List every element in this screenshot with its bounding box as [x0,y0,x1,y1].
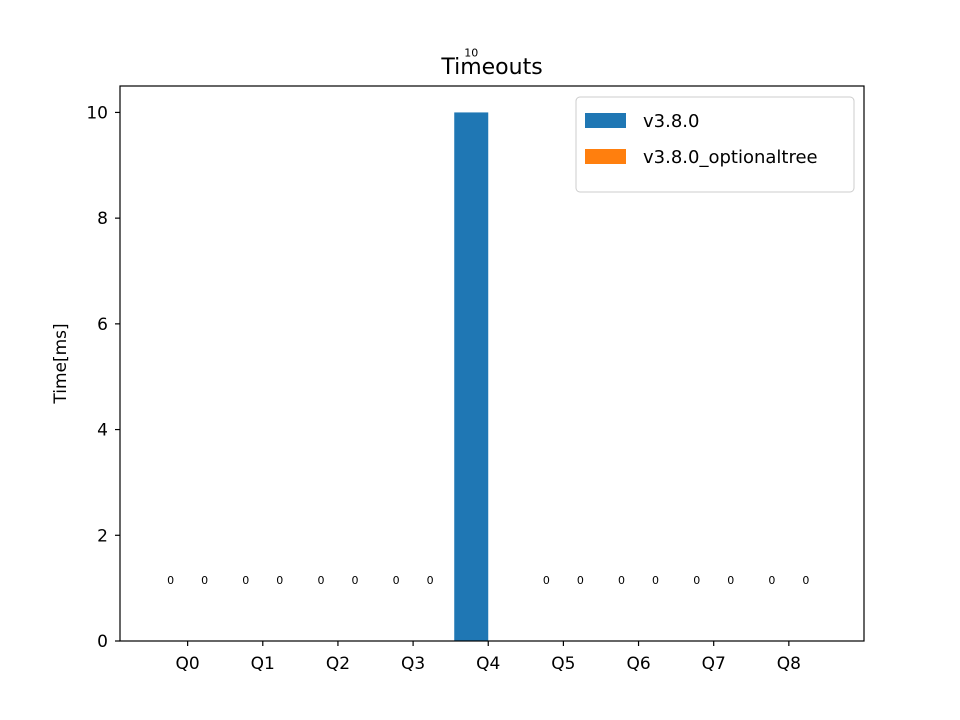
y-tick-label-6: 6 [97,315,108,335]
y-tick-label-2: 2 [97,526,108,546]
legend-swatch-v380-optionaltree [585,149,626,164]
x-tick-label-q0: Q0 [176,654,200,674]
x-tick-label-q6: Q6 [626,654,650,674]
plot-frame [119,85,865,642]
x-tick-label-q3: Q3 [401,654,425,674]
legend-swatch-v380 [585,113,626,128]
x-tick-label-q1: Q1 [251,654,275,674]
data-label-v380-q8: 0 [768,574,775,587]
data-label-v380-optionaltree-q3: 0 [427,574,434,587]
data-label-v380-optionaltree-q1: 0 [276,574,283,587]
data-label-v380-optionaltree-q7: 0 [727,574,734,587]
data-label-v380-q7: 0 [693,574,700,587]
data-label-v380-optionaltree-q2: 0 [351,574,358,587]
data-label-v380-q0: 0 [167,574,174,587]
data-label-v380-q6: 0 [618,574,625,587]
y-tick-label-10: 10 [86,103,108,123]
legend-label-v380: v3.8.0 [643,111,699,132]
x-tick-label-q5: Q5 [551,654,575,674]
data-label-v380-q4: 10 [464,46,478,59]
y-tick-label-4: 4 [97,421,108,441]
chart-title: Timeouts [440,55,542,80]
axes-layer: Q0 Q1 Q2 Q3 Q4 Q5 Q6 Q7 Q8 0 2 4 6 8 10 [86,85,865,674]
x-tick-label-q4: Q4 [476,654,500,674]
data-label-v380-optionaltree-q6: 0 [652,574,659,587]
data-label-v380-q5: 0 [543,574,550,587]
x-tick-label-q8: Q8 [777,654,801,674]
legend: v3.8.0 v3.8.0_optionaltree [575,96,855,193]
marks-layer: 0 0 0 0 0 0 0 0 10 0 0 0 0 0 0 0 0 [167,46,809,641]
data-label-v380-q3: 0 [393,574,400,587]
y-tick-label-0: 0 [97,632,108,652]
legend-box [575,96,855,193]
y-tick-label-8: 8 [97,209,108,229]
data-label-v380-q1: 0 [242,574,249,587]
x-tick-label-q2: Q2 [326,654,350,674]
data-label-v380-optionaltree-q8: 0 [802,574,809,587]
bar-v380-q4 [454,112,489,641]
legend-label-v380-optionaltree: v3.8.0_optionaltree [643,147,818,168]
data-label-v380-q2: 0 [317,574,324,587]
data-label-v380-optionaltree-q0: 0 [201,574,208,587]
x-tick-label-q7: Q7 [702,654,726,674]
y-axis-label: Time[ms] [51,323,71,404]
data-label-v380-optionaltree-q5: 0 [577,574,584,587]
